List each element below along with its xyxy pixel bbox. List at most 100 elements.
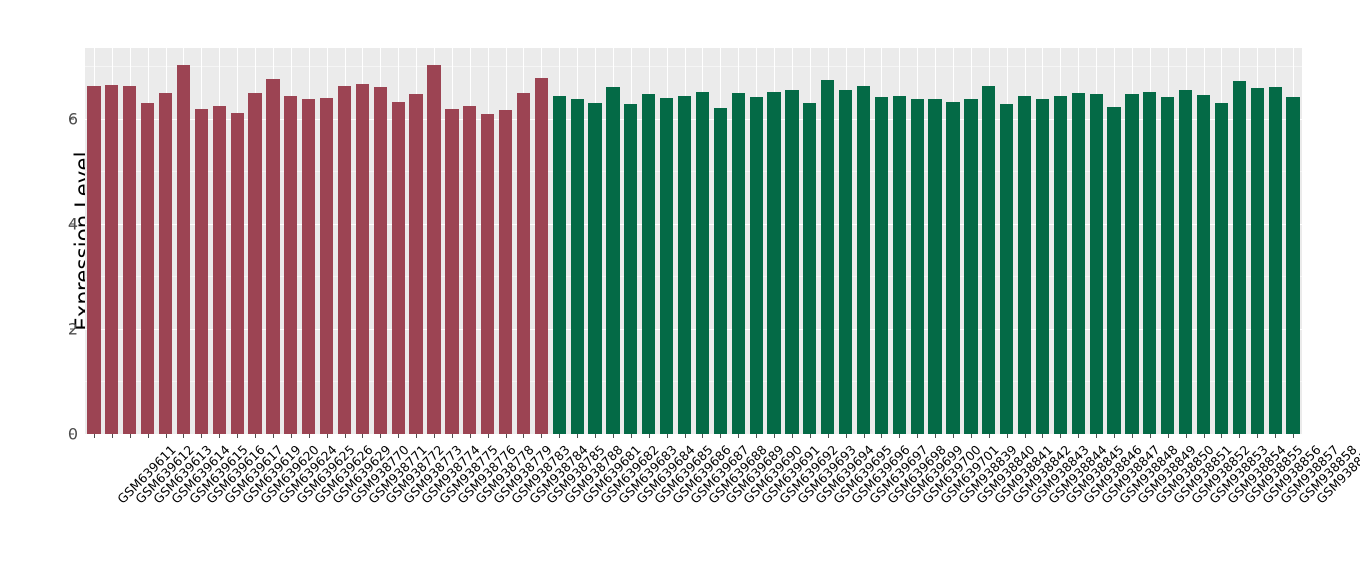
x-tick-mark [1096,434,1098,438]
bar [176,65,191,434]
bar [570,99,584,434]
x-tick-mark [201,434,203,438]
bar [642,94,656,434]
bar [624,104,638,434]
bar [928,98,942,434]
bar [1035,99,1050,434]
x-tick-mark [684,434,686,438]
x-tick-mark [255,434,257,438]
bar [874,96,889,434]
bar [266,79,280,434]
gridline-major [85,328,1302,331]
x-tick-mark [1293,434,1295,438]
x-tick-mark [666,434,668,438]
bar [946,101,960,434]
gridline-minor [85,66,1302,68]
bar [373,86,387,434]
y-tick-mark [70,328,74,330]
x-tick-mark [165,434,167,438]
x-tick-mark [988,434,990,438]
x-tick-mark [147,434,149,438]
x-tick-mark [791,434,793,438]
bar [1161,97,1175,434]
bar [1179,90,1193,434]
x-tick-mark [738,434,740,438]
gridline-minor [85,381,1302,383]
bar [463,105,477,434]
bar [785,89,799,434]
x-tick-mark [93,434,95,438]
bar [427,64,441,434]
bar [534,78,548,434]
gridline-minor [85,171,1302,173]
x-tick-mark [827,434,829,438]
x-tick-mark [1060,434,1062,438]
y-tick-mark [70,118,74,120]
x-tick-mark [756,434,758,438]
bar [1125,94,1139,434]
bar [498,109,513,434]
x-tick-mark [1185,434,1187,438]
bar [1000,104,1014,434]
x-tick-mark [1275,434,1277,438]
bar [337,86,352,434]
bar [1268,87,1282,434]
x-tick-mark [523,434,525,438]
x-tick-mark [559,434,561,438]
bar [1017,95,1032,434]
x-tick-mark [237,434,239,438]
x-tick-mark [433,434,435,438]
x-tick-mark [505,434,507,438]
x-tick-mark [845,434,847,438]
x-tick-mark [380,434,382,438]
bar [856,86,871,434]
x-tick-mark [648,434,650,438]
x-tick-mark [487,434,489,438]
x-tick-mark [129,434,131,438]
bar [481,113,495,434]
x-tick-mark [1042,434,1044,438]
bar [821,80,835,434]
gridline-major [85,223,1302,226]
bar [839,89,853,434]
x-tick-mark [362,434,364,438]
x-tick-mark [272,434,274,438]
bar [910,99,924,434]
plot-panel [85,48,1302,434]
y-tick-mark [70,433,74,435]
bar [552,96,566,434]
x-tick-mark [541,434,543,438]
bar [964,98,978,434]
x-tick-mark [1006,434,1008,438]
x-tick-mark [1167,434,1169,438]
x-tick-mark [1239,434,1241,438]
x-axis-labels: GSM639611 GSM639612 GSM639613 GSM639614 GSM6… [85,434,1360,580]
x-tick-mark [469,434,471,438]
bar [158,93,173,434]
gridline-major [85,118,1302,121]
bar [749,96,763,434]
bar [677,96,692,434]
bar [516,93,531,434]
bar [284,95,298,434]
bar [105,84,119,434]
bar [212,106,226,434]
bar [1250,88,1264,434]
bar [1214,102,1229,434]
bar [1196,95,1211,434]
bar [588,102,602,434]
bar [1107,107,1121,434]
x-tick-mark [1203,434,1205,438]
bar [767,91,781,434]
x-tick-mark [1257,434,1259,438]
x-tick-mark [774,434,776,438]
bar [141,102,155,434]
y-axis-ticks: 0246 [22,0,78,580]
bar [1286,96,1300,434]
bar [1053,96,1067,434]
bar [391,101,405,434]
bar [355,84,370,434]
x-tick-mark [577,434,579,438]
x-tick-mark [595,434,597,438]
